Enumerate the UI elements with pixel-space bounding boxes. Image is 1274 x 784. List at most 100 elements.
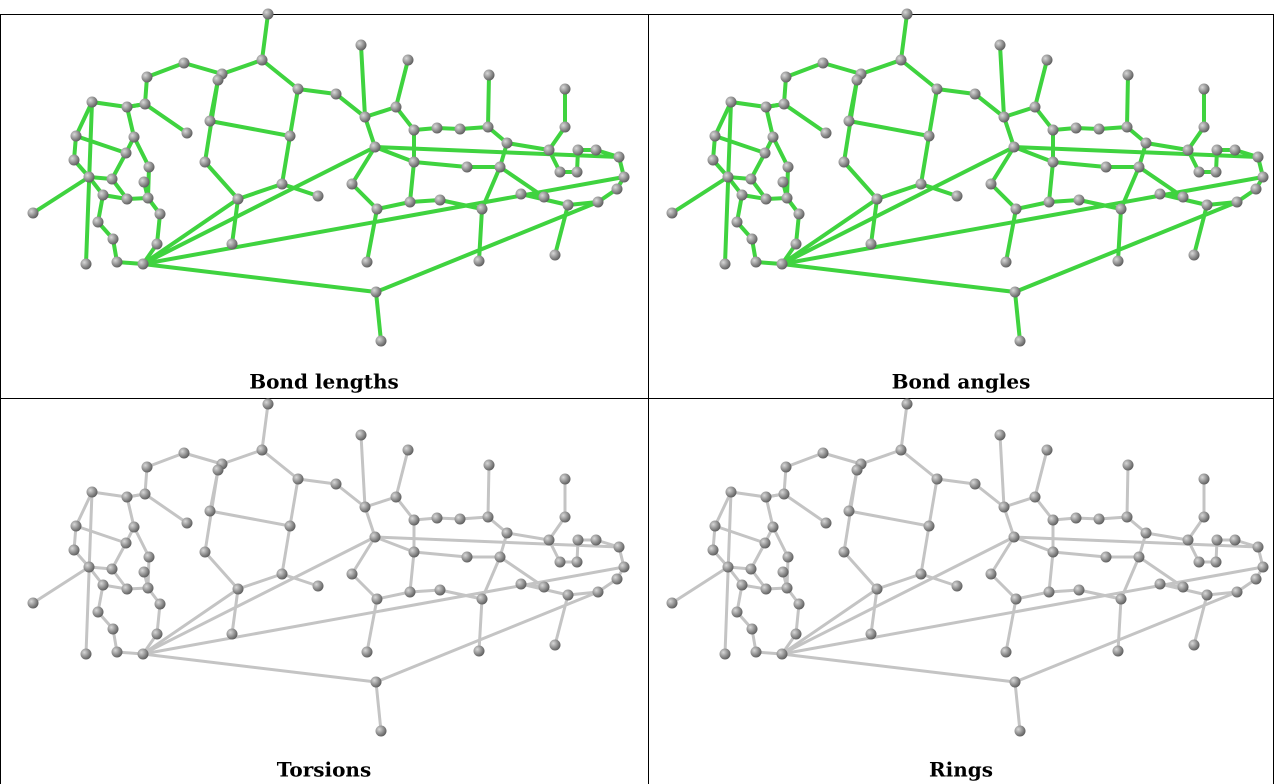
atom	[731, 216, 743, 228]
bond	[141, 145, 377, 266]
bond	[236, 572, 284, 591]
atom	[613, 541, 625, 553]
atom	[1193, 556, 1205, 568]
atom	[782, 161, 794, 173]
atom	[931, 473, 943, 485]
atom	[181, 517, 193, 529]
bond	[821, 61, 863, 76]
atom	[473, 645, 485, 657]
bond	[713, 100, 733, 138]
bond	[869, 197, 879, 246]
atom	[1182, 534, 1194, 546]
atom	[212, 464, 224, 476]
bond	[141, 175, 626, 266]
atom	[778, 98, 790, 110]
atom	[969, 88, 981, 100]
atom	[851, 464, 863, 476]
bond	[782, 492, 828, 525]
atom	[256, 54, 268, 66]
atom	[276, 568, 288, 580]
atom	[1133, 161, 1145, 173]
atom	[554, 556, 566, 568]
atom	[760, 583, 772, 595]
atom	[776, 648, 788, 660]
atom	[70, 130, 82, 142]
atom	[1100, 161, 1112, 173]
bond	[141, 587, 240, 656]
bond	[334, 92, 367, 119]
atom	[1014, 335, 1026, 347]
atom	[138, 176, 150, 188]
bond	[927, 477, 939, 528]
atom	[151, 628, 163, 640]
bond	[220, 448, 264, 466]
atom	[515, 578, 527, 590]
atom	[404, 196, 416, 208]
atom	[80, 648, 92, 660]
atom	[483, 459, 495, 471]
bond	[31, 175, 91, 215]
atom	[951, 190, 963, 202]
bond	[374, 290, 383, 343]
bond	[847, 119, 931, 138]
atom	[915, 568, 927, 580]
atom	[142, 582, 154, 594]
atom	[141, 461, 153, 473]
atom	[361, 256, 373, 268]
atom	[226, 238, 238, 250]
bond	[145, 61, 186, 79]
atom	[994, 39, 1006, 51]
bond	[1013, 680, 1022, 733]
molecule-panel	[27, 8, 630, 347]
bond	[899, 402, 909, 452]
bond	[780, 652, 1017, 684]
atom	[820, 517, 832, 529]
bond	[1004, 207, 1018, 264]
atom	[915, 178, 927, 190]
atom	[369, 531, 381, 543]
atom	[817, 447, 829, 459]
bond	[477, 597, 484, 653]
bond	[132, 135, 151, 169]
atom	[559, 83, 571, 95]
bond	[869, 587, 879, 636]
atom	[1047, 546, 1059, 558]
bond	[713, 490, 733, 528]
bond	[74, 524, 128, 545]
bond	[899, 58, 939, 91]
atom	[154, 598, 166, 610]
atom	[790, 238, 802, 250]
bond	[780, 587, 879, 656]
atom	[1070, 512, 1082, 524]
bond	[780, 262, 1017, 294]
bond	[74, 490, 94, 528]
atom	[120, 147, 132, 159]
atom	[838, 546, 850, 558]
atom	[355, 39, 367, 51]
atom	[780, 71, 792, 83]
bond	[260, 12, 270, 62]
atom	[68, 154, 80, 166]
bond	[31, 565, 91, 605]
bond	[1116, 597, 1123, 653]
atom	[128, 131, 140, 143]
atom	[760, 491, 772, 503]
atom	[83, 171, 95, 183]
atom	[985, 568, 997, 580]
atom	[1154, 188, 1166, 200]
atom	[408, 156, 420, 168]
bond	[780, 197, 879, 266]
atom	[86, 486, 98, 498]
bond	[375, 590, 412, 601]
atom	[572, 144, 584, 156]
bond	[553, 593, 570, 647]
atom	[106, 173, 118, 185]
atom	[820, 127, 832, 139]
bond	[375, 200, 412, 211]
bond	[723, 100, 733, 266]
atom	[1112, 645, 1124, 657]
atom	[1210, 556, 1222, 568]
atom	[1211, 534, 1223, 546]
atom	[107, 233, 119, 245]
atom	[178, 57, 190, 69]
